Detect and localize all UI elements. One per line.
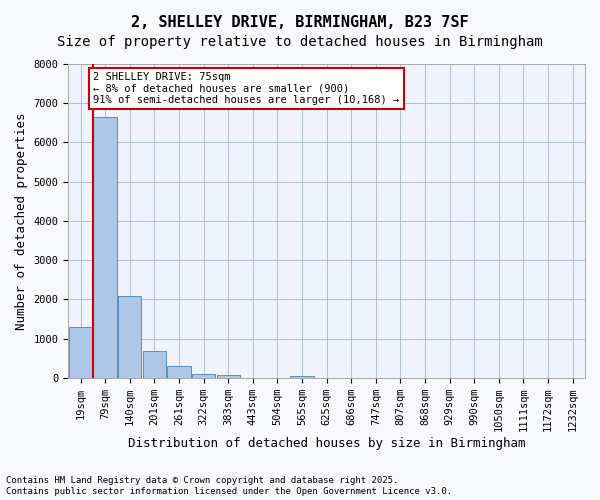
Y-axis label: Number of detached properties: Number of detached properties [15, 112, 28, 330]
Text: 2 SHELLEY DRIVE: 75sqm
← 8% of detached houses are smaller (900)
91% of semi-det: 2 SHELLEY DRIVE: 75sqm ← 8% of detached … [94, 72, 400, 105]
Text: 2, SHELLEY DRIVE, BIRMINGHAM, B23 7SF: 2, SHELLEY DRIVE, BIRMINGHAM, B23 7SF [131, 15, 469, 30]
Bar [69, 327, 92, 378]
Text: Contains public sector information licensed under the Open Government Licence v3: Contains public sector information licen… [6, 487, 452, 496]
Bar [217, 375, 240, 378]
Bar [290, 376, 314, 378]
Bar [192, 374, 215, 378]
Bar [94, 117, 117, 378]
Bar [143, 352, 166, 378]
Text: Contains HM Land Registry data © Crown copyright and database right 2025.: Contains HM Land Registry data © Crown c… [6, 476, 398, 485]
Bar [167, 366, 191, 378]
X-axis label: Distribution of detached houses by size in Birmingham: Distribution of detached houses by size … [128, 437, 526, 450]
Text: Size of property relative to detached houses in Birmingham: Size of property relative to detached ho… [57, 35, 543, 49]
Bar [118, 296, 142, 378]
